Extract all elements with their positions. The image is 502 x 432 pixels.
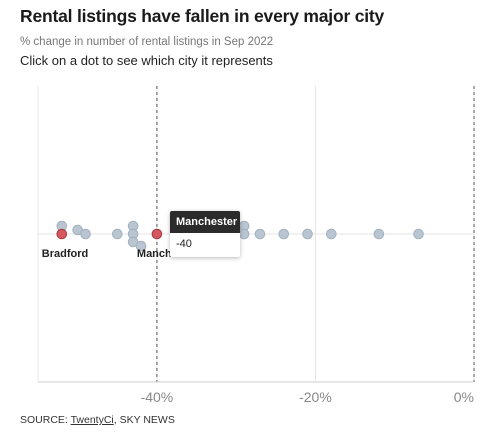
chart-title: Rental listings have fallen in every maj… — [20, 6, 385, 26]
data-point — [238, 228, 250, 240]
data-point — [302, 228, 313, 240]
tooltip: Manchester -40 — [170, 211, 240, 257]
data-point — [278, 228, 290, 240]
data-point-highlighted — [56, 228, 68, 240]
x-axis: -40% -20% 0% — [38, 381, 474, 405]
x-tick-label: -20% — [299, 389, 332, 405]
chart-subtitle: % change in number of rental listings in… — [20, 36, 274, 48]
data-point — [413, 228, 424, 240]
x-tick-label: -40% — [141, 389, 174, 405]
data-point — [80, 228, 91, 240]
data-point-highlighted — [151, 228, 163, 240]
source-prefix: SOURCE: — [20, 414, 71, 426]
chart-instruction: Click on a dot to see which city it repr… — [20, 53, 273, 68]
tooltip-value: -40 — [176, 238, 192, 250]
point-label: Bradford — [42, 248, 88, 260]
tooltip-city: Manchester — [170, 211, 240, 233]
source-suffix: , SKY NEWS — [113, 414, 175, 426]
data-point — [135, 240, 147, 252]
reference-lines — [156, 86, 475, 382]
data-point — [373, 228, 385, 240]
data-point — [111, 228, 123, 240]
data-point — [326, 228, 337, 240]
source-line: SOURCE: TwentyCi, SKY NEWS — [20, 414, 175, 426]
x-tick-label: 0% — [454, 389, 474, 405]
data-points — [56, 220, 424, 252]
source-link[interactable]: TwentyCi — [70, 414, 114, 426]
data-point — [254, 228, 266, 240]
